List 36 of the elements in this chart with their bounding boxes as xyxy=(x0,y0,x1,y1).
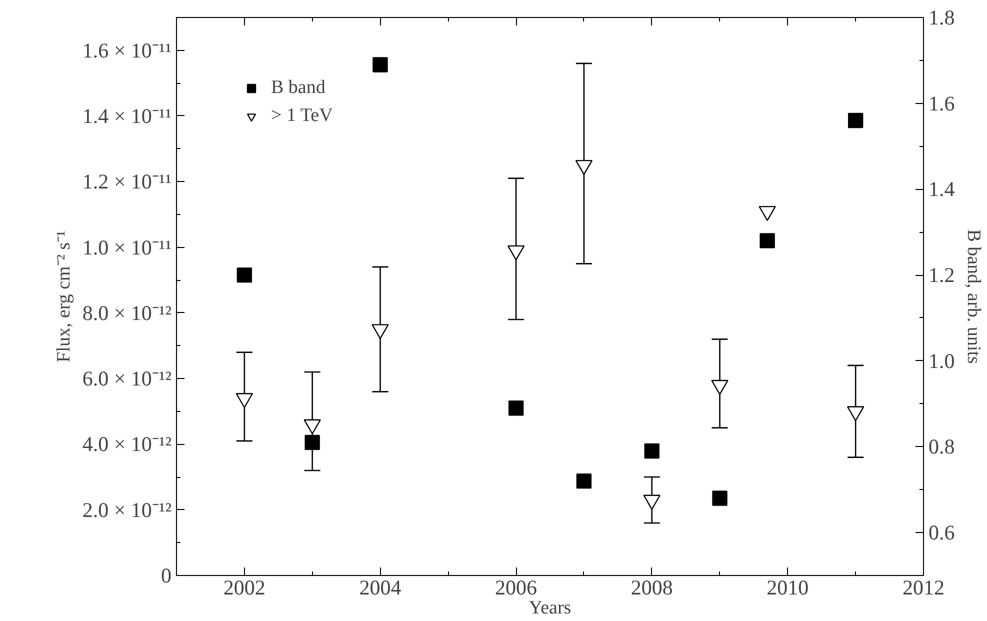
y-tick-label: 1.0 × 10⁻¹¹ xyxy=(82,235,172,260)
point xyxy=(508,400,524,416)
x-tick-label: 2010 xyxy=(766,576,809,600)
y2-tick-label: 0.6 xyxy=(928,520,955,545)
y-tick-label: 1.6 × 10⁻¹¹ xyxy=(82,38,172,62)
y-tick-label: 6.0 × 10⁻¹² xyxy=(82,366,172,391)
y-tick-label: 0 xyxy=(161,564,172,588)
point xyxy=(236,267,252,283)
x-tick-label: 2006 xyxy=(495,576,538,600)
point xyxy=(372,57,388,72)
legend-label: > 1 TeV xyxy=(271,105,333,127)
y-tick-label: 1.4 × 10⁻¹¹ xyxy=(82,104,172,128)
x-tick-label: 2008 xyxy=(630,576,673,600)
point xyxy=(304,434,320,450)
point xyxy=(848,112,864,128)
y-axis-title: Flux, erg cm⁻² s⁻¹ xyxy=(53,230,74,362)
x-tick-label: 2004 xyxy=(359,576,402,600)
y2-tick-label: 1.0 xyxy=(928,348,955,373)
y2-tick-label: 1.4 xyxy=(928,177,956,202)
y-tick-label: 4.0 × 10⁻¹² xyxy=(82,432,172,456)
y2-tick-label: 1.8 xyxy=(928,6,955,30)
x-axis-title: Years xyxy=(528,598,572,618)
legend-label: B band xyxy=(271,77,326,99)
y-tick-label: 8.0 × 10⁻¹² xyxy=(82,300,172,325)
x-tick-label: 2002 xyxy=(223,576,266,600)
y2-axis-title: B band, arb. units xyxy=(962,229,984,364)
point xyxy=(760,233,775,248)
point xyxy=(576,473,592,489)
x-tick-label: 2012 xyxy=(902,576,944,600)
y2-tick-label: 0.8 xyxy=(928,434,955,459)
point xyxy=(644,443,660,459)
y2-tick-label: 1.2 xyxy=(928,263,955,288)
y-tick-label: 2.0 × 10⁻¹² xyxy=(82,498,172,522)
y-tick-label: 1.2 × 10⁻¹¹ xyxy=(82,170,172,194)
y2-tick-label: 1.6 xyxy=(928,91,955,116)
point xyxy=(712,490,728,506)
